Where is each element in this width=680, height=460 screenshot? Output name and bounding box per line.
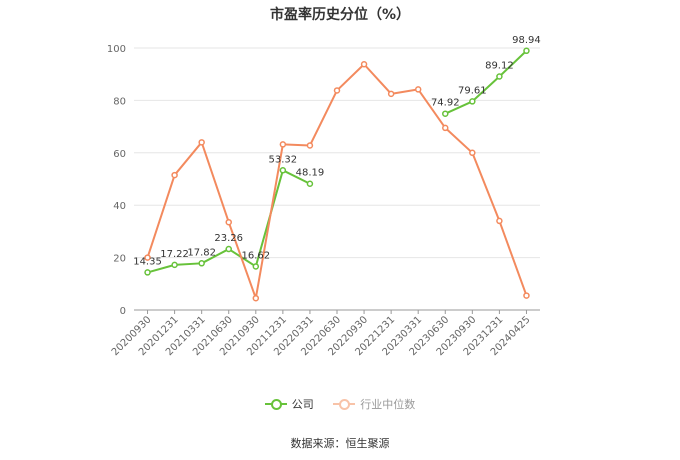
legend-item-company[interactable]: 公司 — [264, 396, 314, 412]
industry-point — [496, 217, 503, 225]
industry-point — [252, 294, 260, 302]
company-data-label: 98.94 — [512, 35, 541, 46]
industry-point — [469, 149, 476, 157]
company-data-label: 74.92 — [431, 98, 460, 109]
legend-label-industry: 行业中位数 — [360, 398, 416, 411]
legend-swatch-industry — [333, 399, 356, 410]
company-point — [252, 263, 260, 270]
industry-point — [144, 254, 151, 261]
source-note: 数据来源：恒生聚源 — [290, 437, 390, 450]
company-point — [144, 269, 151, 276]
industry-point — [523, 292, 530, 299]
y-tick-label: 80 — [113, 96, 126, 107]
company-data-label: 89.12 — [485, 61, 514, 72]
company-point — [523, 47, 530, 55]
company-data-label: 79.61 — [458, 85, 487, 96]
industry-point — [306, 142, 314, 149]
company-data-label: 53.32 — [269, 154, 298, 165]
industry-point — [279, 141, 287, 148]
company-point — [469, 98, 476, 105]
pe-percentile-chart: 0204060801002020093020201231202103312021… — [107, 35, 541, 358]
industry-point — [387, 90, 395, 98]
company-point — [442, 110, 449, 117]
company-data-label: 16.62 — [241, 250, 270, 261]
y-tick-label: 60 — [113, 149, 126, 160]
industry-point — [333, 87, 341, 94]
company-point — [279, 167, 287, 174]
company-data-label: 48.19 — [296, 168, 325, 179]
company-series-line — [444, 50, 528, 115]
industry-point — [225, 218, 232, 226]
company-data-label: 17.82 — [187, 247, 216, 258]
legend-label-company: 公司 — [291, 398, 314, 411]
company-point — [198, 260, 205, 267]
company-data-label: 14.35 — [133, 256, 162, 267]
grid-lines — [134, 47, 540, 259]
industry-point — [198, 139, 205, 146]
company-point — [496, 73, 503, 80]
industry-point — [442, 124, 449, 132]
industry-point — [414, 86, 422, 93]
company-point — [171, 261, 178, 269]
y-tick-label: 100 — [107, 44, 126, 55]
industry-point — [171, 171, 178, 179]
chart-title: 市盈率历史分位（%） — [269, 7, 411, 23]
y-tick-label: 20 — [113, 254, 126, 265]
legend-item-industry[interactable]: 行业中位数 — [333, 396, 415, 412]
company-data-label: 23.26 — [214, 233, 243, 244]
legend-swatch-company — [264, 399, 287, 410]
company-point — [306, 180, 314, 187]
legend: 公司 行业中位数 — [0, 396, 680, 412]
company-data-label: 17.22 — [160, 249, 189, 260]
industry-point — [360, 60, 368, 68]
company-point — [225, 245, 232, 253]
series-lines — [144, 47, 530, 302]
y-tick-label: 40 — [113, 201, 126, 212]
y-tick-label: 0 — [120, 306, 126, 317]
